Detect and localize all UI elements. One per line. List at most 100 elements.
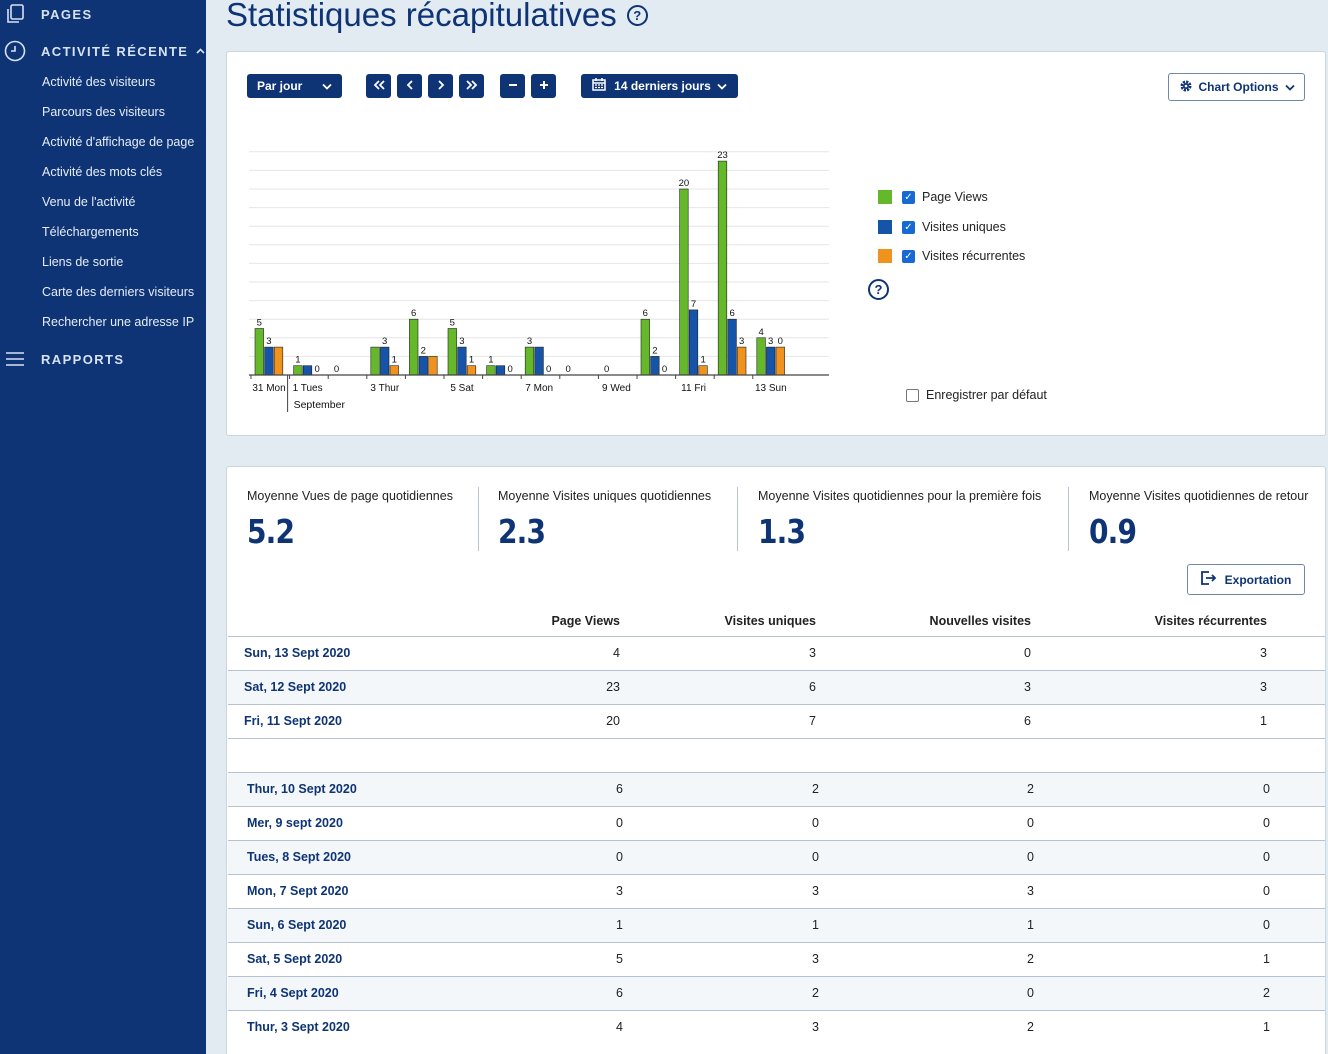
row-date-link[interactable]: Sat, 5 Sept 2020 (247, 952, 343, 966)
table-row: Thur, 3 Sept 2020 4 3 2 1 (228, 1010, 1325, 1044)
stat-label: Moyenne Vues de page quotidiennes (247, 489, 453, 503)
stat-label: Moyenne Visites quotidiennes pour la pre… (758, 489, 1042, 503)
row-date-link[interactable]: Thur, 10 Sept 2020 (247, 782, 357, 796)
sidebar-item-visitor-activity[interactable]: Activité des visiteurs (42, 75, 156, 89)
chevron-down-icon (717, 79, 727, 93)
tick-label: 11 Fri (681, 383, 706, 394)
save-default-checkbox[interactable]: Enregistrer par défaut (906, 388, 1047, 402)
nav-next-button[interactable] (428, 74, 453, 98)
nav-first-button[interactable] (366, 74, 391, 98)
tick-label: 1 Tues (293, 383, 323, 394)
stat-daily-unique: Moyenne Visites uniques quotidiennes 2.3 (498, 489, 711, 551)
row-value: 0 (1027, 986, 1034, 1000)
row-date-link[interactable]: Thur, 3 Sept 2020 (247, 1020, 350, 1034)
save-default-label: Enregistrer par défaut (926, 388, 1047, 402)
period-select[interactable]: Par jour (247, 74, 342, 98)
chevron-right-icon (437, 79, 445, 93)
sidebar-section-pages[interactable]: PAGES (0, 3, 93, 25)
row-value: 2 (1027, 782, 1034, 796)
sidebar-section-reports[interactable]: RAPPORTS (0, 348, 124, 370)
legend-swatch (878, 249, 892, 263)
bar (495, 365, 506, 376)
divider (1068, 487, 1069, 551)
bar (254, 328, 264, 376)
sidebar-item-pageview-activity[interactable]: Activité d'affichage de page (42, 135, 195, 149)
row-date-link[interactable]: Sat, 12 Sept 2020 (244, 680, 347, 694)
legend-item-page-views[interactable]: ✓ Page Views (878, 190, 988, 204)
checkbox-checked-icon[interactable]: ✓ (902, 249, 915, 263)
sidebar-section-recent-activity[interactable]: ACTIVITÉ RÉCENTE (0, 40, 205, 62)
bar (447, 328, 457, 376)
data-label: 0 (604, 364, 609, 375)
sidebar-item-keyword-activity[interactable]: Activité des mots clés (42, 165, 163, 179)
data-label: 3 (739, 336, 744, 347)
row-date-link[interactable]: Tues, 8 Sept 2020 (247, 850, 351, 864)
sidebar-item-came-from[interactable]: Venu de l'activité (42, 195, 136, 209)
row-value: 4 (616, 1020, 623, 1034)
row-date-link[interactable]: Mer, 9 sept 2020 (247, 816, 343, 830)
checkbox-checked-icon[interactable]: ✓ (902, 220, 915, 234)
stat-label: Moyenne Visites quotidiennes de retour (1089, 489, 1309, 503)
export-button[interactable]: Exportation (1187, 564, 1305, 595)
help-icon[interactable]: ? (626, 4, 648, 26)
row-date-link[interactable]: Sun, 6 Sept 2020 (247, 918, 347, 932)
sidebar-item-visitor-map[interactable]: Carte des derniers visiteurs (42, 285, 195, 299)
row-value: 2 (812, 986, 819, 1000)
tick-label: 31 Mon (252, 383, 285, 394)
table-row: Sun, 6 Sept 2020 1 1 1 0 (228, 908, 1325, 942)
row-date-link[interactable]: Sun, 13 Sept 2020 (244, 646, 351, 660)
row-value: 5 (616, 952, 623, 966)
sidebar-item-visitor-paths[interactable]: Parcours des visiteurs (42, 105, 165, 119)
chart-options-button[interactable]: Chart Options (1168, 73, 1305, 101)
month-label: September (294, 399, 346, 411)
column-header-unique-visits[interactable]: Visites uniques (724, 614, 816, 628)
row-value: 3 (1027, 884, 1034, 898)
data-label: 2 (652, 345, 657, 356)
checkbox-checked-icon[interactable]: ✓ (902, 190, 915, 204)
data-label: 5 (257, 318, 262, 329)
nav-last-button[interactable] (459, 74, 484, 98)
data-label: 0 (507, 364, 512, 375)
row-value: 6 (809, 680, 816, 694)
sidebar-item-downloads[interactable]: Téléchargements (42, 225, 139, 239)
column-header-page-views[interactable]: Page Views (551, 614, 620, 628)
data-label: 3 (768, 336, 773, 347)
row-date-link[interactable]: Fri, 4 Sept 2020 (247, 986, 339, 1000)
bar (486, 365, 496, 376)
zoom-out-button[interactable] (500, 74, 525, 98)
minus-icon (508, 79, 518, 93)
gear-icon (1179, 79, 1193, 96)
data-label: 0 (778, 336, 783, 347)
date-range-button[interactable]: 14 derniers jours (581, 74, 738, 98)
row-value: 0 (616, 816, 623, 830)
row-value: 0 (616, 850, 623, 864)
legend-help-icon[interactable]: ? (868, 279, 889, 300)
table-row-blank (228, 738, 1325, 772)
nav-prev-button[interactable] (397, 74, 422, 98)
row-date-link[interactable]: Fri, 11 Sept 2020 (244, 714, 342, 728)
row-value: 20 (606, 714, 620, 728)
sidebar-item-exit-links[interactable]: Liens de sortie (42, 255, 124, 269)
row-value: 23 (606, 680, 620, 694)
legend-item-returning-visits[interactable]: ✓ Visites récurrentes (878, 249, 1025, 263)
bar (428, 356, 438, 376)
bar (457, 346, 467, 376)
chevron-down-icon (1284, 80, 1295, 94)
legend-item-unique-visits[interactable]: ✓ Visites uniques (878, 220, 1006, 234)
sidebar-reports-label: RAPPORTS (41, 351, 125, 367)
bar (389, 365, 399, 376)
row-value: 1 (812, 918, 819, 932)
zoom-in-button[interactable] (531, 74, 556, 98)
table-row: Fri, 11 Sept 2020 20 7 6 1 (228, 704, 1325, 738)
sidebar-item-ip-lookup[interactable]: Rechercher une adresse IP (42, 315, 195, 329)
column-header-returning-visits[interactable]: Visites récurrentes (1154, 614, 1267, 628)
stat-label: Moyenne Visites uniques quotidiennes (498, 489, 712, 503)
data-label: 3 (459, 336, 464, 347)
sidebar-pages-label: PAGES (41, 6, 93, 22)
row-date-link[interactable]: Mon, 7 Sept 2020 (247, 884, 349, 898)
data-label: 0 (314, 364, 319, 375)
column-header-new-visits[interactable]: Nouvelles visites (929, 614, 1031, 628)
checkbox-unchecked-icon[interactable] (906, 388, 919, 402)
tick-label: 5 Sat (450, 383, 474, 394)
